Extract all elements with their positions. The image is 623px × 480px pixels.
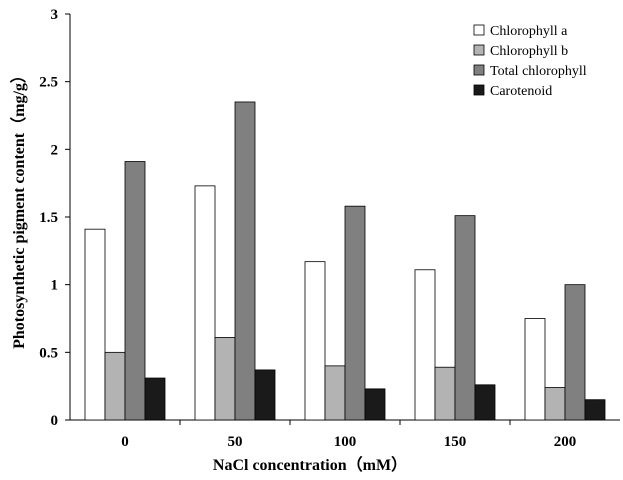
bar-carotenoid <box>144 377 166 421</box>
bar-carotenoid <box>474 384 496 421</box>
legend-label: Total chlorophyll <box>490 64 587 79</box>
y-ticks: 0 0.5 1 1.5 2 2.5 3 <box>39 7 70 429</box>
y-tick-label: 3 <box>51 7 59 23</box>
bar-chlorophyll-a <box>524 318 546 421</box>
x-axis-title: NaCl concentration（mM） <box>213 456 407 474</box>
bar-total-chlorophyll <box>344 205 366 421</box>
x-tick-label: 50 <box>228 434 243 450</box>
bar-chlorophyll-a <box>194 185 216 421</box>
x-tick-label: 100 <box>334 434 357 450</box>
bar-carotenoid <box>254 369 276 421</box>
y-axis-title: Photosynthetic pigment content（mg/g） <box>10 67 28 349</box>
bar-total-chlorophyll <box>124 161 146 421</box>
x-tick-label: 200 <box>554 434 577 450</box>
legend: Chlorophyll a Chlorophyll b Total chloroph… <box>473 24 587 99</box>
bar-chlorophyll-b <box>434 366 456 421</box>
legend-swatch <box>473 44 485 56</box>
bar-total-chlorophyll <box>234 101 256 421</box>
y-tick-label: 1 <box>51 278 59 294</box>
bar-chlorophyll-b <box>324 365 346 421</box>
legend-label: Carotenoid <box>490 84 552 99</box>
bars <box>84 101 606 421</box>
legend-label: Chlorophyll b <box>490 44 568 59</box>
bar-chlorophyll-b <box>214 337 236 421</box>
x-tick-label: 150 <box>444 434 467 450</box>
bar-total-chlorophyll <box>564 284 586 421</box>
x-ticks: 0 50 100 150 200 <box>121 420 576 450</box>
y-tick-label: 2.5 <box>39 75 58 91</box>
y-tick-label: 2 <box>51 142 59 158</box>
legend-swatch <box>473 84 485 96</box>
bar-chlorophyll-a <box>414 269 436 421</box>
legend-label: Chlorophyll a <box>490 24 568 39</box>
bar-chlorophyll-a <box>84 228 106 421</box>
bar-chlorophyll-b <box>544 387 566 421</box>
y-tick-label: 1.5 <box>39 210 58 226</box>
bar-chlorophyll-a <box>304 261 326 421</box>
bar-chlorophyll-b <box>104 351 126 421</box>
bar-carotenoid <box>584 399 606 421</box>
y-tick-label: 0 <box>51 413 59 429</box>
x-tick-label: 0 <box>121 434 129 450</box>
y-tick-label: 0.5 <box>39 345 58 361</box>
legend-swatch <box>473 24 485 36</box>
bar-carotenoid <box>364 388 386 421</box>
legend-swatch <box>473 64 485 76</box>
bar-total-chlorophyll <box>454 215 476 421</box>
